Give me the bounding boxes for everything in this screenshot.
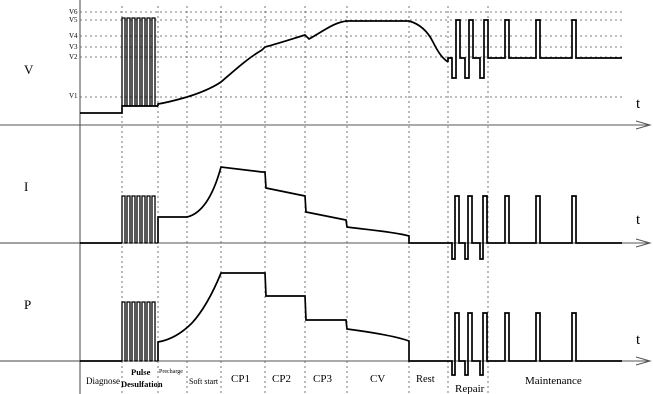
stage-label-maintenance: Maintenance — [525, 375, 582, 387]
stage-label-cv: CV — [370, 373, 385, 385]
voltage-waveform — [80, 17, 622, 114]
v5-label: V5 — [69, 16, 78, 24]
stage-label-cp1: CP1 — [231, 373, 250, 385]
voltage-axis-arrow-icon — [635, 120, 652, 130]
current-time-label: t — [636, 212, 641, 228]
v2-label: V2 — [69, 53, 78, 61]
voltage-level-lines — [80, 11, 622, 98]
v6-label: V6 — [69, 8, 78, 16]
stage-label-pulse: Pulse — [131, 367, 151, 377]
stage-label-diagnose: Diagnose — [86, 376, 120, 386]
v3-label: V3 — [69, 43, 78, 51]
stage-label-cp2: CP2 — [272, 373, 291, 385]
power-axis-arrow-icon — [635, 356, 652, 366]
panel-frame — [0, 0, 81, 394]
stage-label-precharge: Precharge — [159, 369, 183, 375]
power-axis-label: P — [24, 297, 31, 312]
power-waveform — [80, 272, 622, 376]
current-axis-label: I — [24, 179, 28, 194]
current-axis-arrow-icon — [635, 238, 652, 248]
stage-label-repair: Repair — [455, 383, 485, 394]
stage-label-desulfation: Desulfation — [121, 379, 163, 389]
voltage-time-label: t — [636, 96, 641, 112]
v4-label: V4 — [69, 32, 78, 40]
voltage-axis-label: V — [24, 62, 34, 77]
stage-label-soft-start: Soft start — [189, 377, 219, 386]
current-waveform — [80, 166, 622, 260]
stage-label-cp3: CP3 — [313, 373, 332, 385]
stage-label-rest: Rest — [416, 374, 435, 385]
stage-labels: Diagnose Pulse Desulfation Precharge Sof… — [86, 367, 582, 394]
power-time-label: t — [636, 332, 641, 348]
voltage-level-labels: V6 V5 V4 V3 V2 V1 — [69, 8, 78, 100]
v1-label: V1 — [69, 92, 78, 100]
